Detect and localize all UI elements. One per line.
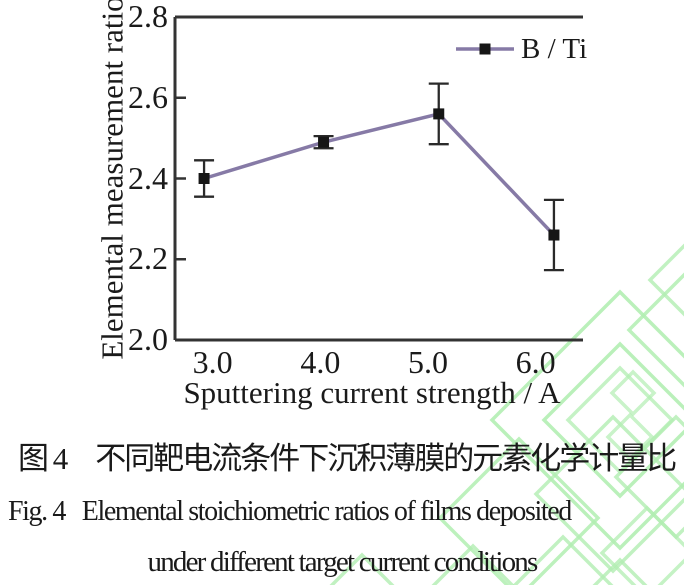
y-tick-label: 2.2: [128, 240, 168, 277]
caption-english-line2: under different target current condition…: [147, 546, 539, 578]
caption-english-line1: Fig. 4 Elemental stoichiometric ratios o…: [8, 496, 572, 527]
line-chart: [173, 15, 583, 342]
y-tick-label: 2.4: [128, 159, 168, 196]
x-axis-title: Sputtering current strength / A: [183, 375, 561, 410]
y-tick-label: 2.8: [128, 0, 168, 34]
legend-label: B / Ti: [521, 33, 588, 65]
y-tick-label: 2.6: [128, 78, 168, 115]
x-tick-label: 6.0: [515, 344, 556, 380]
watermark-diamond-pattern: [329, 243, 684, 585]
y-tick-label: 2.0: [128, 321, 168, 357]
caption-chinese: 图 4 不同靶电流条件下沉积薄膜的元素化学计量比: [18, 441, 677, 476]
x-tick-label: 4.0: [300, 344, 341, 380]
y-axis-title: Elemental measurement ratio: [94, 0, 130, 360]
x-tick-label: 5.0: [407, 344, 448, 380]
x-tick-label: 3.0: [192, 344, 233, 380]
